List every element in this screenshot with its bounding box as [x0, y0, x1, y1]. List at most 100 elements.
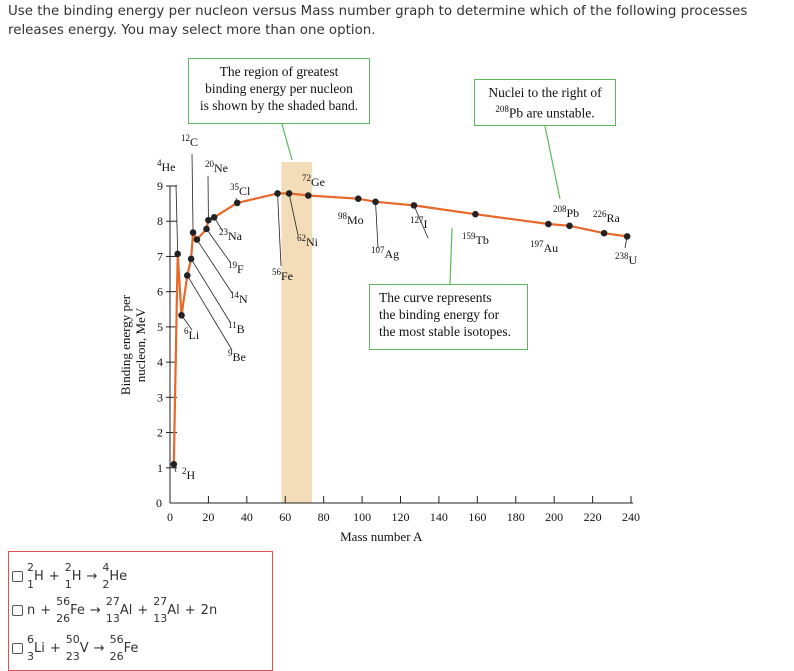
- y-tick-label: 5: [157, 320, 163, 334]
- x-tick-label: 180: [507, 510, 525, 524]
- nuclide-symbol: H: [34, 569, 44, 584]
- x-tick-label: 60: [279, 510, 291, 524]
- data-point-u: [624, 233, 631, 240]
- mass-number: 2: [65, 562, 72, 573]
- equation-operator: →: [86, 569, 97, 584]
- nuclide-leader-line: [376, 202, 378, 248]
- y-axis-label-line: Binding energy per: [118, 294, 133, 395]
- nuclide-mass-number: 11: [228, 320, 237, 330]
- curve-pointer: [450, 228, 452, 284]
- nuclide-symbol: U: [629, 253, 638, 267]
- nuclide-symbol: C: [190, 135, 198, 149]
- option-checkbox[interactable]: [12, 571, 23, 582]
- y-tick-label: 8: [157, 214, 163, 228]
- nuclide-mass-number: 238: [615, 251, 629, 261]
- nuclide-symbol: Mo: [347, 213, 364, 227]
- data-point-cl: [234, 200, 241, 207]
- data-point-f: [203, 226, 210, 233]
- nuclide-symbol: Li: [189, 328, 200, 342]
- nuclide-mass-number: 72: [302, 173, 311, 183]
- nuclide-symbol: Fe: [124, 641, 139, 656]
- nuclide-label-ag: 107Ag: [371, 245, 399, 261]
- nuclide-symbol: Al: [120, 603, 133, 618]
- data-point-c: [190, 229, 197, 236]
- equation-operator: +: [49, 569, 60, 584]
- shaded-band: [281, 162, 312, 503]
- y-tick-label: 7: [157, 249, 163, 263]
- nuclide-symbol: Be: [233, 350, 246, 364]
- data-point-ge: [305, 192, 312, 199]
- data-point-au: [545, 221, 552, 228]
- curve-callout: The curve represents the binding energy …: [369, 284, 528, 350]
- nuclide-leader-line: [197, 240, 232, 293]
- nuclide-label-be: 9Be: [228, 348, 246, 364]
- y-tick-label: 9: [157, 179, 163, 193]
- nuclide-symbol: Au: [544, 241, 559, 255]
- data-point-fe: [274, 190, 281, 197]
- x-tick-label: 0: [167, 510, 173, 524]
- option-checkbox[interactable]: [12, 605, 23, 616]
- data-point-he: [174, 251, 181, 258]
- atomic-number: 2: [102, 579, 109, 590]
- nuclide-symbol: n: [27, 603, 35, 618]
- y-origin-label: 0: [156, 496, 162, 510]
- data-point-be: [184, 272, 191, 279]
- x-tick-label: 40: [241, 510, 253, 524]
- nuclide-label-pb: 208Pb: [553, 204, 579, 220]
- nuclide-label-f: 19F: [228, 260, 244, 276]
- y-tick-label: 1: [157, 461, 163, 475]
- data-point-tb: [472, 211, 479, 218]
- mass-number: 4: [102, 562, 109, 573]
- nuclide-leader-line: [191, 259, 230, 322]
- x-tick-label: 20: [202, 510, 214, 524]
- y-axis-label-line: nucleon, MeV: [133, 307, 148, 382]
- curve-callout-line: the binding energy for: [379, 306, 521, 323]
- nuclide-symbol: F: [237, 262, 244, 276]
- x-tick-label: 160: [468, 510, 486, 524]
- nuclide-symbol: I: [424, 217, 428, 231]
- unstable-nuclei-callout: Nuclei to the right of 208Pb are unstabl…: [474, 79, 616, 126]
- nuclide-label-au: 197Au: [530, 239, 558, 255]
- data-point-n: [194, 236, 201, 243]
- nuclide: 2n: [201, 603, 218, 618]
- nuclide-mass-number: 226: [593, 209, 607, 219]
- shaded-band-callout-line: binding energy per nucleon: [195, 80, 363, 97]
- equation-operator: →: [94, 641, 105, 656]
- nuclide-mass-number: 62: [297, 233, 306, 243]
- nuclide-label-cl: 35Cl: [230, 182, 251, 198]
- x-tick-label: 220: [584, 510, 602, 524]
- y-tick-label: 4: [157, 355, 163, 369]
- option-checkbox[interactable]: [12, 643, 23, 654]
- nuclide-symbol: Ne: [214, 161, 228, 175]
- nuclide-label-n: 14N: [230, 290, 248, 306]
- nuclide-symbol: He: [162, 160, 176, 174]
- data-point-b: [188, 256, 195, 263]
- nuclide-label-ne: 20Ne: [205, 159, 228, 175]
- atomic-number: 26: [110, 651, 124, 662]
- nuclide-mass-number: 208: [553, 204, 567, 214]
- y-axis-label: Binding energy pernucleon, MeV: [118, 294, 148, 395]
- data-point-li: [178, 312, 185, 319]
- y-tick-label: 2: [157, 426, 163, 440]
- nuclide-symbol: Tb: [476, 233, 489, 247]
- nuclide-mass-number: 12: [181, 133, 190, 143]
- mass-number: 2: [27, 562, 34, 573]
- nuclide-label-mo: 98Mo: [338, 211, 364, 227]
- nuclide-label-b: 11B: [228, 320, 245, 336]
- nuclide-label-i: 127I: [410, 215, 428, 231]
